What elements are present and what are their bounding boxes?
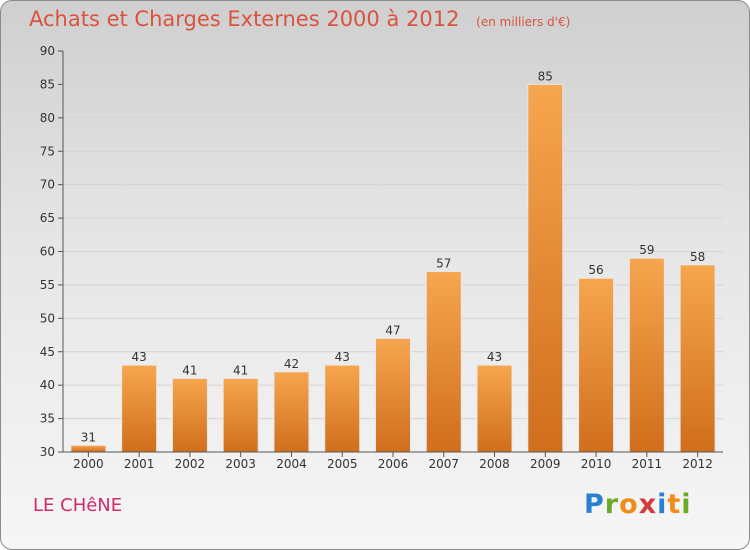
y-tick-label: 75 bbox=[40, 144, 55, 158]
x-tick-label: 2010 bbox=[581, 457, 612, 471]
bar-value-label: 57 bbox=[436, 257, 451, 271]
y-tick-label: 45 bbox=[40, 345, 55, 359]
bar-2008 bbox=[476, 364, 513, 453]
y-tick-label: 65 bbox=[40, 211, 55, 225]
brand-letter: P bbox=[584, 489, 605, 520]
y-tick-label: 35 bbox=[40, 412, 55, 426]
brand-letter: r bbox=[604, 489, 620, 520]
y-tick-label: 80 bbox=[40, 111, 55, 125]
bar-value-label: 59 bbox=[639, 243, 654, 257]
brand-letter: i bbox=[681, 489, 692, 520]
bar-2004 bbox=[273, 371, 310, 453]
x-tick-label: 2001 bbox=[124, 457, 155, 471]
chart-title-text: Achats et Charges Externes 2000 à 2012 bbox=[29, 7, 460, 31]
bar-value-label: 43 bbox=[132, 350, 147, 364]
bar-value-label: 58 bbox=[690, 250, 705, 264]
bar-value-label: 41 bbox=[182, 363, 197, 377]
proxiti-logo: Proxiti bbox=[584, 489, 692, 520]
bar-2002 bbox=[171, 377, 208, 453]
bar-value-label: 47 bbox=[385, 323, 400, 337]
y-tick-label: 70 bbox=[40, 178, 55, 192]
commune-name: LE CHêNE bbox=[33, 495, 123, 516]
x-tick-label: 2004 bbox=[276, 457, 307, 471]
bar-2003 bbox=[222, 377, 259, 453]
x-tick-label: 2003 bbox=[225, 457, 256, 471]
bar-value-label: 43 bbox=[335, 350, 350, 364]
bar-value-label: 85 bbox=[538, 69, 553, 83]
x-tick-label: 2011 bbox=[632, 457, 663, 471]
bar-value-label: 41 bbox=[233, 363, 248, 377]
brand-letter: i bbox=[657, 489, 668, 520]
bar-2012 bbox=[679, 264, 716, 453]
y-tick-label: 40 bbox=[40, 378, 55, 392]
chart-title: Achats et Charges Externes 2000 à 2012 (… bbox=[29, 7, 570, 31]
bar-2011 bbox=[628, 257, 665, 453]
x-tick-label: 2009 bbox=[530, 457, 561, 471]
y-tick-label: 90 bbox=[40, 44, 55, 58]
y-tick-label: 85 bbox=[40, 77, 55, 91]
y-tick-label: 55 bbox=[40, 278, 55, 292]
bar-2006 bbox=[375, 337, 411, 453]
x-tick-label: 2006 bbox=[378, 457, 409, 471]
x-tick-label: 2002 bbox=[175, 457, 206, 471]
bar-2010 bbox=[578, 277, 615, 453]
x-tick-label: 2012 bbox=[682, 457, 713, 471]
y-tick-label: 60 bbox=[40, 245, 55, 259]
bar-value-label: 43 bbox=[487, 350, 502, 364]
bar-2001 bbox=[121, 364, 158, 453]
x-tick-label: 2000 bbox=[73, 457, 104, 471]
x-tick-label: 2007 bbox=[428, 457, 459, 471]
bar-2000 bbox=[70, 444, 107, 453]
brand-letter: o bbox=[619, 489, 639, 520]
y-tick-label: 50 bbox=[40, 311, 55, 325]
y-tick-label: 30 bbox=[40, 445, 55, 459]
bar-value-label: 42 bbox=[284, 357, 299, 371]
bar-2007 bbox=[425, 271, 462, 453]
bar-value-label: 31 bbox=[81, 430, 96, 444]
chart-subtitle: (en milliers d'€) bbox=[476, 15, 571, 29]
brand-letter: x bbox=[638, 489, 658, 520]
bar-2005 bbox=[324, 364, 361, 453]
x-tick-label: 2008 bbox=[479, 457, 510, 471]
bar-2009 bbox=[527, 83, 564, 453]
brand-letter: t bbox=[667, 489, 682, 520]
bar-value-label: 56 bbox=[588, 263, 603, 277]
x-tick-label: 2005 bbox=[327, 457, 358, 471]
